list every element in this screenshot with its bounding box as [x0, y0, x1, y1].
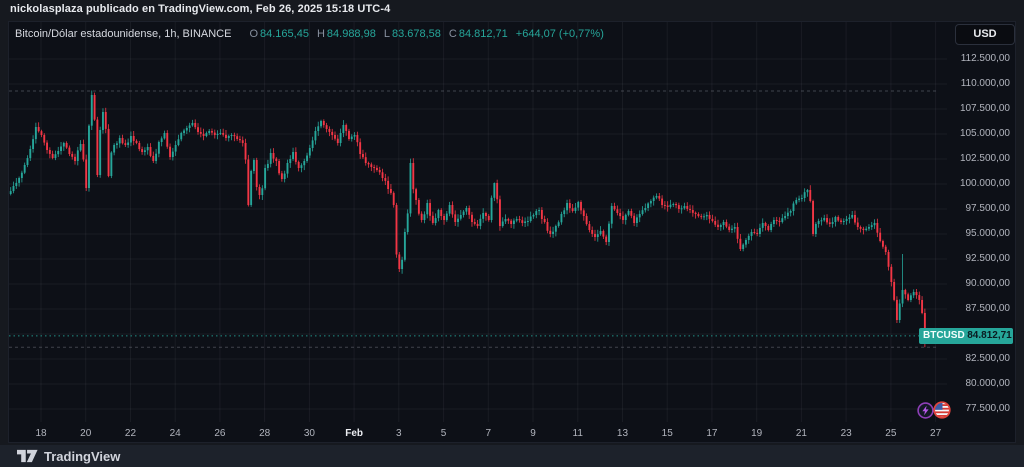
current-price-label: 84.812,71 [966, 328, 1013, 344]
chart-card: Bitcoin/Dólar estadounidense, 1h, BINANC… [8, 21, 1016, 443]
time-tick-label: 5 [440, 428, 447, 439]
price-tick-label: 87.500,00 [965, 303, 1011, 314]
tradingview-brand-link[interactable]: TradingView [17, 449, 120, 464]
currency-toggle-button[interactable]: USD [955, 24, 1015, 45]
time-tick-label: 24 [169, 428, 181, 439]
time-tick-label: 15 [661, 428, 673, 439]
time-tick-label: 13 [616, 428, 629, 439]
time-scale[interactable]: 18 20 22 24 26 28 30 Feb 3 5 7 9 11 13 15 17 19 21 23 25 27 [9, 422, 1017, 444]
price-tick-label: 105.000,00 [959, 128, 1010, 139]
lightning-badge-icon [917, 402, 934, 424]
price-tick-label: 110.000,00 [960, 78, 1010, 89]
price-tick-label: 80.000,00 [965, 378, 1011, 389]
time-tick-label: Feb [345, 428, 363, 439]
time-tick-label: 11 [572, 428, 583, 439]
attribution-text: nickolasplaza publicado en TradingView.c… [10, 3, 391, 15]
price-scale[interactable]: 112.500,00 110.000,00 107.500,00 105.000,00… [947, 22, 1017, 422]
time-tick-label: 20 [80, 428, 92, 439]
price-tick-label: 102.500,00 [959, 153, 1010, 164]
us-flag-badge-icon [933, 401, 951, 424]
price-tick-label: 82.500,00 [965, 353, 1011, 364]
time-tick-label: 26 [214, 428, 226, 439]
price-tick-label: 77.500,00 [965, 403, 1011, 414]
time-tick-label: 27 [930, 428, 942, 439]
time-tick-label: 9 [530, 428, 536, 439]
price-tick-label: 112.500,00 [960, 53, 1010, 64]
price-tick-label: 97.500,00 [965, 203, 1011, 214]
price-tick-label: 95.000,00 [965, 228, 1011, 239]
time-tick-label: 25 [885, 428, 897, 439]
time-tick-label: 18 [35, 428, 47, 439]
candlestick-plot[interactable] [9, 22, 947, 422]
time-tick-label: 22 [124, 428, 137, 439]
time-tick-label: 21 [795, 428, 807, 439]
time-tick-label: 17 [706, 428, 718, 439]
price-tick-label: 100.000,00 [959, 178, 1010, 189]
footer-bar: TradingView [0, 445, 1024, 467]
price-tick-label: 90.000,00 [965, 278, 1011, 289]
time-tick-label: 19 [751, 428, 763, 439]
symbol-price-badge: BTCUSD [919, 328, 969, 344]
price-tick-label: 107.500,00 [959, 103, 1010, 114]
time-tick-label: 28 [259, 428, 271, 439]
time-tick-label: 3 [396, 428, 402, 439]
brand-name: TradingView [44, 448, 121, 464]
time-tick-label: 30 [303, 428, 315, 439]
time-tick-label: 7 [485, 428, 492, 439]
tradingview-logo-icon [17, 449, 38, 463]
time-tick-label: 23 [840, 428, 852, 439]
price-tick-label: 92.500,00 [965, 253, 1011, 264]
